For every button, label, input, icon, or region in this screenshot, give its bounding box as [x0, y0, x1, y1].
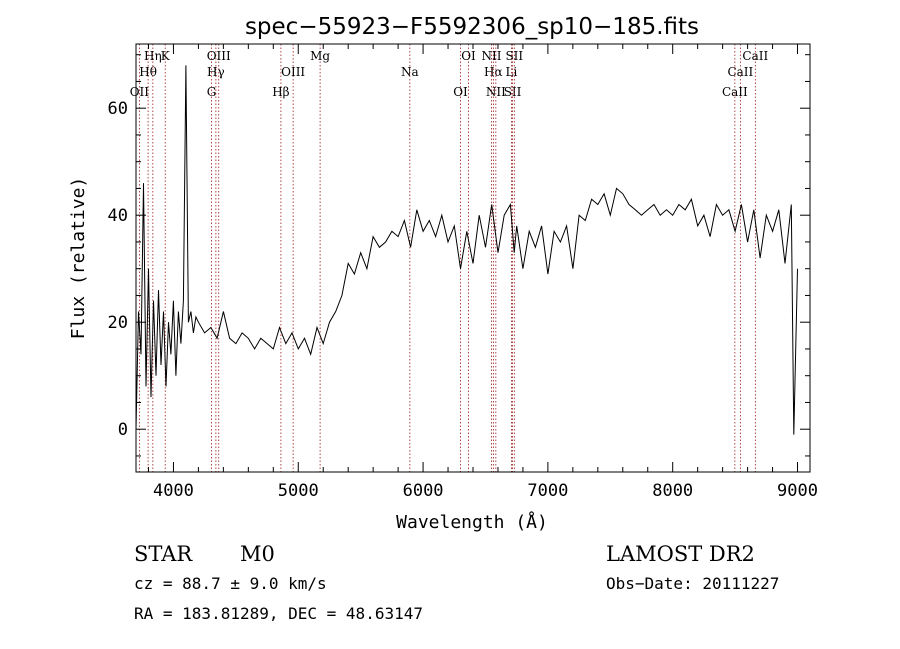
y-tick-label-1: 20 — [108, 313, 128, 333]
redshift-text: cz = 88.7 ± 9.0 km/s — [134, 574, 327, 593]
line-label-6: OIII — [207, 49, 231, 63]
radec-text: RA = 183.81289, DEC = 48.63147 — [134, 604, 423, 623]
line-label-16: Li — [506, 65, 518, 79]
line-label-9: Mg — [310, 49, 330, 63]
x-tick-label-5: 9000 — [777, 481, 818, 501]
object-subclass: M0 — [240, 542, 275, 566]
object-class: STAR — [134, 542, 193, 566]
line-label-14: SII — [504, 85, 522, 99]
plot-axes — [135, 43, 811, 473]
line-label-17: NII — [486, 85, 506, 99]
y-tick-label-2: 40 — [108, 206, 128, 226]
line-label-11: OI — [453, 85, 468, 99]
line-label-4: Hγ — [207, 65, 225, 79]
line-label-3: K — [161, 49, 171, 63]
line-label-5: G — [207, 85, 217, 99]
line-label-13: Hα — [484, 65, 503, 79]
y-tick-label-3: 60 — [108, 99, 128, 119]
line-label-8: Hβ — [272, 85, 289, 99]
spectrum-line — [135, 65, 798, 435]
y-tick-label-0: 0 — [118, 420, 128, 440]
line-label-15: NII — [481, 49, 501, 63]
line-label-2: OII — [130, 85, 150, 99]
obs-date-text: Obs−Date: 20111227 — [606, 574, 779, 593]
spectral-line-markers: HηHθOIIKHγGOIIIOIIIHβMgNaOIOIHαSIINIILiN… — [130, 44, 768, 472]
line-label-12: OI — [461, 49, 476, 63]
spectrum-series — [135, 65, 798, 435]
x-tick-label-2: 6000 — [403, 481, 444, 501]
x-tick-label-4: 8000 — [652, 481, 693, 501]
axis-ticks: 4000 5000 6000 7000 8000 9000 0 20 40 60 — [108, 44, 818, 501]
line-label-19: CaII — [727, 65, 753, 79]
y-axis-label: Flux (relative) — [68, 177, 89, 340]
line-label-21: CaII — [742, 49, 768, 63]
line-label-18: SII — [505, 49, 523, 63]
x-tick-label-0: 4000 — [153, 481, 194, 501]
x-tick-label-3: 7000 — [527, 481, 568, 501]
line-label-1: Hθ — [139, 65, 157, 79]
x-axis-label: Wavelength (Å) — [396, 511, 548, 533]
line-label-0: Hη — [144, 49, 162, 63]
chart-title: spec−55923−F5592306_sp10−185.fits — [245, 14, 699, 40]
x-tick-label-1: 5000 — [278, 481, 319, 501]
plot-frame — [135, 43, 811, 473]
line-label-10: Na — [401, 65, 419, 79]
survey-name: LAMOST DR2 — [606, 542, 755, 566]
line-label-7: OIII — [281, 65, 305, 79]
line-label-20: CaII — [722, 85, 748, 99]
